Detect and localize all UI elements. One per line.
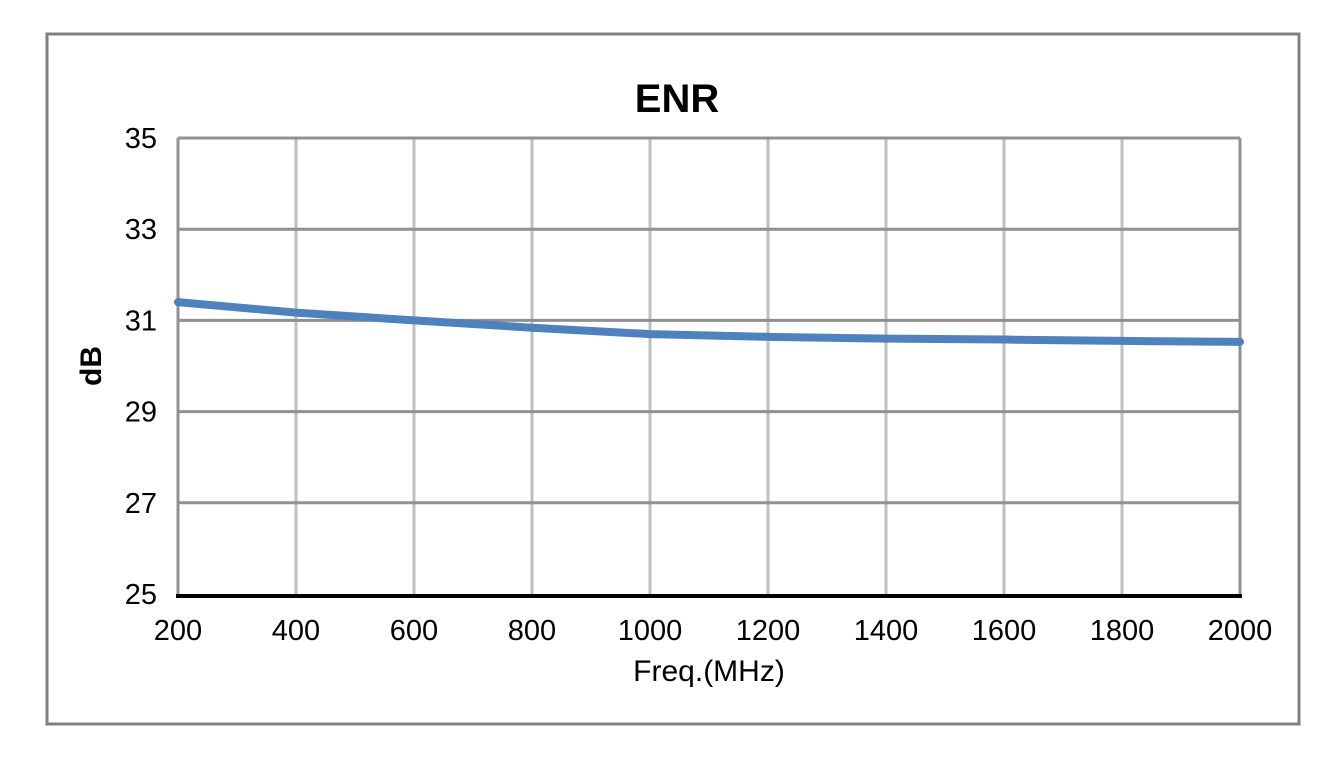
chart-title: ENR [635,77,720,121]
x-tick-label: 1400 [854,615,919,647]
y-tick-label: 27 [125,488,157,520]
y-axis-title: dB [75,346,108,386]
y-tick-label: 31 [125,305,157,337]
x-axis-title: Freq.(MHz) [633,655,785,688]
x-tick-label: 1200 [736,615,801,647]
x-tick-label: 1000 [618,615,683,647]
x-tick-label: 1600 [972,615,1037,647]
y-tick-labels: 25 27 29 31 33 35 [125,123,157,611]
x-tick-label: 200 [154,615,202,647]
x-tick-label: 2000 [1208,615,1273,647]
y-tick-label: 29 [125,397,157,429]
x-tick-label: 1800 [1090,615,1155,647]
x-tick-label: 600 [390,615,438,647]
vertical-gridlines [294,138,1124,594]
enr-series-line [174,298,1244,346]
x-tick-label: 400 [272,615,320,647]
y-tick-label: 33 [125,214,157,246]
y-tick-label: 35 [125,123,157,155]
x-tick-label: 800 [508,615,556,647]
y-tick-label: 25 [125,579,157,611]
x-tick-labels: 200 400 600 800 1000 1200 1400 1600 1800 2000 [154,615,1272,647]
horizontal-gridlines [178,136,1240,505]
chart-border [45,32,1301,726]
